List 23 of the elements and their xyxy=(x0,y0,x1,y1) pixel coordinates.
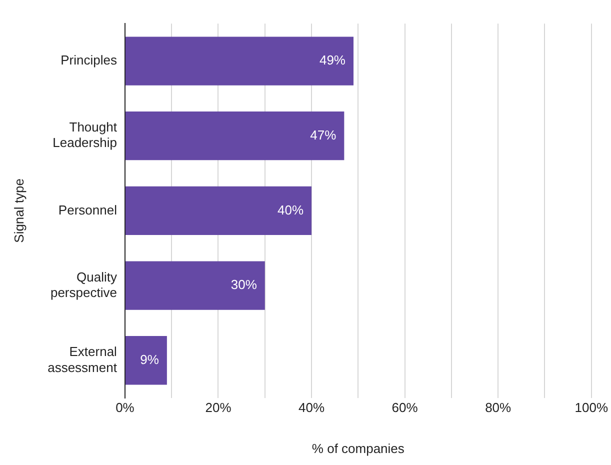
bar xyxy=(125,261,265,310)
data-label: 47% xyxy=(310,127,337,142)
data-label: 30% xyxy=(230,277,258,292)
bar xyxy=(125,186,312,236)
y-tick-label: External assessment xyxy=(48,344,118,375)
x-tick-label: 100% xyxy=(574,400,608,416)
data-label: 49% xyxy=(319,52,346,68)
x-tick-label: 0% xyxy=(116,400,135,416)
x-tick-label: 20% xyxy=(205,400,232,416)
x-tick-label: 60% xyxy=(392,400,418,416)
data-label: 40% xyxy=(277,202,304,218)
y-axis-title: Signal type xyxy=(11,178,26,243)
data-label: 9% xyxy=(140,352,160,367)
y-tick-label: Personnel xyxy=(58,202,118,218)
y-tick-label: Quality perspective xyxy=(50,269,118,300)
y-tick-label: Principles xyxy=(60,52,118,68)
bar xyxy=(125,36,354,86)
x-tick-label: 40% xyxy=(298,400,325,416)
y-tick-label: Thought Leadership xyxy=(52,120,118,150)
bar xyxy=(125,336,167,385)
bar xyxy=(125,112,344,160)
x-axis-title: % of companies xyxy=(312,440,405,456)
x-tick-label: 80% xyxy=(485,400,512,416)
